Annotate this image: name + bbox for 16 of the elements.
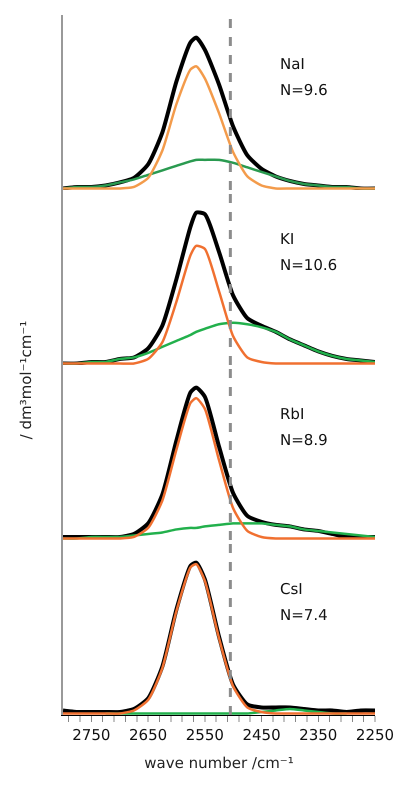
annotation: N=9.6: [280, 81, 328, 99]
annotation: KI: [280, 230, 294, 248]
annotation: N=8.9: [280, 431, 328, 449]
x-axis-title: wave number /cm⁻¹: [144, 754, 294, 772]
annotation: CsI: [280, 580, 303, 598]
annotation: N=10.6: [280, 256, 338, 274]
x-tick-label: 2650: [128, 726, 168, 744]
x-tick-label: 2450: [242, 726, 281, 744]
annotation: N=7.4: [280, 606, 328, 624]
annotation: NaI: [280, 55, 305, 73]
x-tick-label: 2250: [356, 726, 394, 744]
x-tick-label: 2550: [186, 726, 224, 744]
x-tick-label: 2350: [299, 726, 338, 744]
y-axis-title: / dm³mol⁻¹cm⁻¹: [17, 320, 35, 440]
annotation: RbI: [280, 405, 304, 423]
x-tick-label: 2750: [72, 726, 110, 744]
